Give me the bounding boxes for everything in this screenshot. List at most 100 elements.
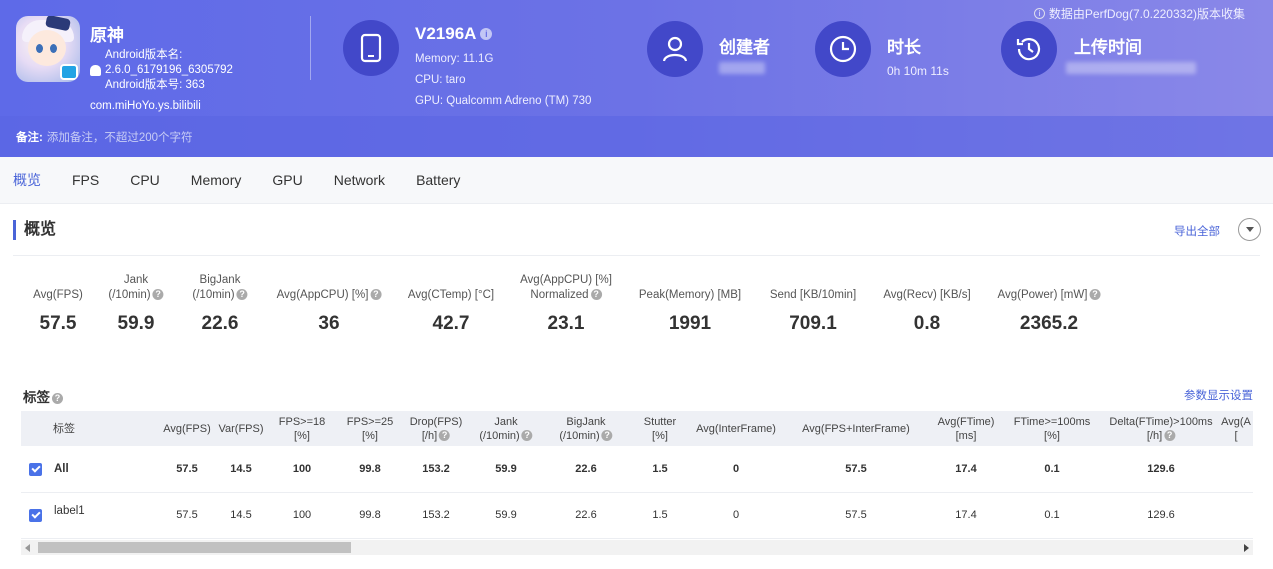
column-header: Drop(FPS) [/h]? [410,411,463,446]
table-cell: 14.5 [230,509,252,521]
app-meta: Android版本名: 2.6.0_6179196_6305792 Androi… [90,48,233,114]
column-header: Avg(FPS+InterFrame) [802,411,910,446]
table-cell: 100 [292,509,312,521]
metric-label: Send [KB/10min] [770,273,856,303]
column-header-line1: FPS>=18 [278,415,326,428]
table-cell: 1.5 [652,509,668,521]
metric-card: Send [KB/10min] 709.1 [770,273,856,335]
remark-input[interactable]: 添加备注，不超过200个字符 [46,131,193,144]
table-cell: 99.8 [359,463,381,475]
table-cell: 153.2 [422,463,450,475]
param-settings-link[interactable]: 参数显示设置 [1184,390,1253,402]
tags-title-text: 标签 [23,390,50,405]
column-header: FTime>=100ms [%] [1014,411,1091,446]
metric-card: BigJank (/10min)? 22.6 [192,273,248,335]
scroll-right-icon[interactable] [1244,544,1249,552]
column-header-line2: (/10min) [559,429,600,442]
table-cell: 99.8 [359,509,381,521]
overview-title: 概览 [13,220,56,240]
table-cell: 59.9 [495,509,517,521]
metric-label-line1: Jank [123,274,149,286]
metric-label-line2: Normalized [530,289,589,301]
metric-label-line2: Send [KB/10min] [769,289,857,301]
table-cell: 129.6 [1147,463,1175,475]
help-icon[interactable]: ? [152,289,164,301]
column-header-line2: (/10min) [479,429,520,442]
metric-label: BigJank (/10min)? [192,273,248,303]
column-header-line1: Avg(InterFrame) [696,422,776,435]
export-all-link[interactable]: 导出全部 [1174,226,1220,238]
tab-cpu[interactable]: CPU [130,172,160,188]
column-header-line1: Avg(FPS+InterFrame) [802,422,910,435]
device-model-text: V2196A [415,24,477,43]
metric-card: Avg(FPS) 57.5 [33,273,83,335]
tab-gpu[interactable]: GPU [272,172,303,188]
metric-label: Avg(Power) [mW]? [998,273,1101,303]
creator-title: 创建者 [719,38,770,57]
metric-value: 42.7 [432,313,470,334]
collector-notice-text: 数据由PerfDog(7.0.220332)版本收集 [1048,7,1245,21]
metric-label: Peak(Memory) [MB] [639,273,741,303]
help-icon[interactable]: ? [439,430,451,442]
table-cell: 129.6 [1147,509,1175,521]
column-header-line1: 标签 [53,422,75,435]
header-divider [310,16,311,80]
metric-label-line2: Avg(FPS) [33,289,83,301]
row-checkbox[interactable] [29,463,42,476]
tab-fps[interactable]: FPS [72,172,100,188]
android-icon [90,65,101,76]
device-info-icon[interactable]: i [480,28,493,40]
help-icon[interactable]: ? [601,430,613,442]
help-icon[interactable]: ? [521,430,533,442]
metric-label-line1: BigJank [199,274,241,286]
scrollbar-thumb[interactable] [38,542,351,553]
table-header: 标签 Avg(FPS) Var(FPS) FPS>=18 [%] FPS>=25 [%] Dr… [21,411,1253,446]
metric-value: 2365.2 [1019,313,1079,334]
table-cell: 57.5 [176,463,198,475]
help-icon[interactable]: ? [1089,289,1101,301]
help-icon[interactable]: ? [1164,430,1176,442]
metric-card: Avg(Power) [mW]? 2365.2 [998,273,1101,335]
column-header-line2: [/h] [1146,429,1163,442]
metric-label-line2: Avg(Power) [mW] [997,289,1088,301]
metric-label-line2: (/10min) [192,289,235,301]
table-cell: 1.5 [652,463,668,475]
table-cell: 0 [732,463,740,475]
tab-memory[interactable]: Memory [190,172,242,188]
version-name-label: Android版本名: [105,49,183,61]
help-icon[interactable]: ? [236,289,248,301]
metric-card: Avg(AppCPU) [%] Normalized? 23.1 [520,273,612,335]
user-icon [647,21,703,77]
column-header: Avg(A[ [1221,411,1251,446]
scroll-left-icon[interactable] [25,544,30,552]
table-cell: 57.5 [176,509,198,521]
clock-icon [815,21,871,77]
export-dropdown-button[interactable] [1238,218,1261,241]
tab-overview[interactable]: 概览 [13,172,41,188]
tab-battery[interactable]: Battery [416,172,461,188]
column-header-line1: Delta(FTime)>100ms [1109,415,1213,428]
tab-network[interactable]: Network [333,172,386,188]
column-header-line1: Avg(FTime) [937,415,995,428]
column-header: FPS>=18 [%] [279,411,325,446]
table-cell: 0 [732,509,740,521]
help-icon[interactable]: ? [52,392,63,404]
help-icon[interactable]: ? [590,289,602,301]
column-header: BigJank (/10min)? [559,411,613,446]
table-row: label1 57.5 14.5 100 99.8 153.2 59.9 22.6 1.5 0 57… [21,492,1253,539]
metric-card: Avg(AppCPU) [%]? 36 [277,273,382,335]
column-header-line2: [ [1234,429,1238,442]
upload-title: 上传时间 [1074,38,1142,57]
column-header: Avg(FTime) [ms] [938,411,995,446]
column-header: 标签 [53,411,75,446]
metric-label: Avg(CTemp) [°C] [408,273,494,303]
horizontal-scrollbar[interactable] [21,540,1253,555]
table-cell: 17.4 [955,509,977,521]
row-checkbox[interactable] [29,509,42,522]
metric-label-line2: Peak(Memory) [MB] [638,289,742,301]
table-cell: 22.6 [575,509,597,521]
column-header: Var(FPS) [218,411,263,446]
tablet-icon [343,20,399,76]
help-icon[interactable]: ? [370,289,382,301]
remark-bar[interactable]: 备注: 添加备注，不超过200个字符 [0,116,1273,157]
